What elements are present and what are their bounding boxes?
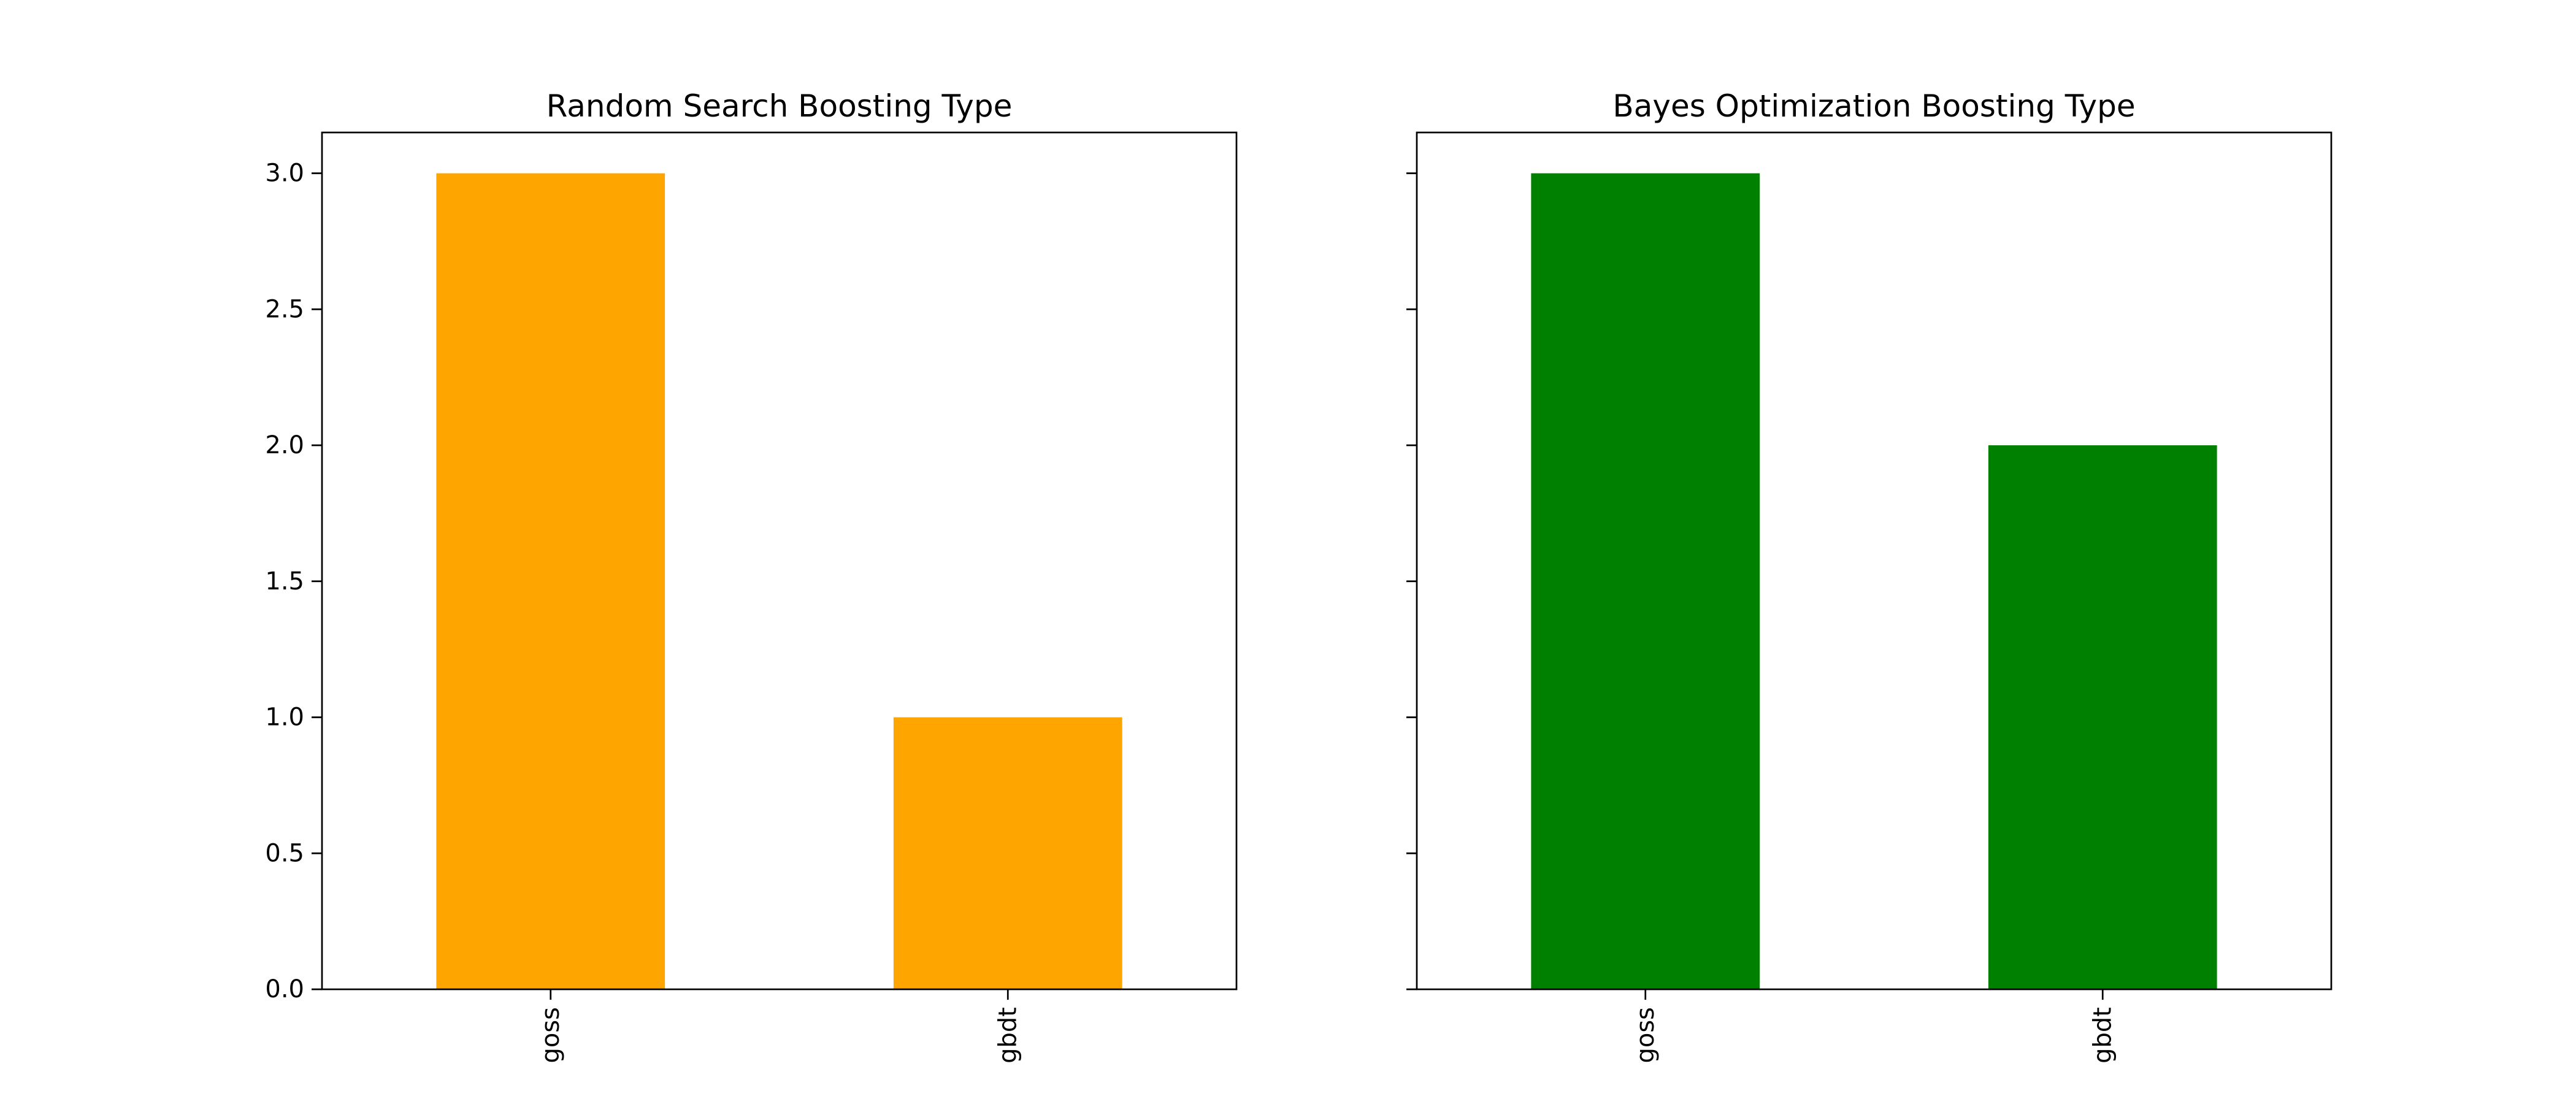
bar-goss [436, 173, 665, 989]
chart-title: Bayes Optimization Boosting Type [1612, 88, 2135, 124]
y-tick-label: 2.0 [265, 431, 304, 459]
bar-gbdt [1988, 445, 2217, 989]
y-tick-label: 0.0 [265, 975, 304, 1003]
axes-frame [1416, 131, 2333, 991]
y-tick-label: 0.5 [265, 839, 304, 867]
bar-gbdt [893, 717, 1122, 989]
y-tick-label: 2.5 [265, 295, 304, 323]
x-tick-label-goss: goss [537, 1007, 565, 1064]
subplot-2: goss gbdt Bayes Optimization Boosting Type [1406, 88, 2333, 1064]
subplots: 0.0 0.5 1.0 1.5 2.0 2.5 3.0 goss gbdt Random Sear… [265, 88, 2333, 1064]
x-tick-label-gbdt: gbdt [994, 1007, 1022, 1064]
y-tick-label: 1.5 [265, 567, 304, 596]
y-tick-label: 3.0 [265, 159, 304, 188]
subplot-1: 0.0 0.5 1.0 1.5 2.0 2.5 3.0 goss gbdt Random Sear… [265, 88, 1238, 1064]
y-tick-label: 1.0 [265, 703, 304, 732]
x-tick-label-gbdt: gbdt [2088, 1007, 2117, 1064]
axes-frame [321, 131, 1238, 991]
chart-title: Random Search Boosting Type [546, 88, 1013, 124]
bar-goss [1531, 173, 1760, 989]
x-tick-label-goss: goss [1631, 1007, 1660, 1064]
